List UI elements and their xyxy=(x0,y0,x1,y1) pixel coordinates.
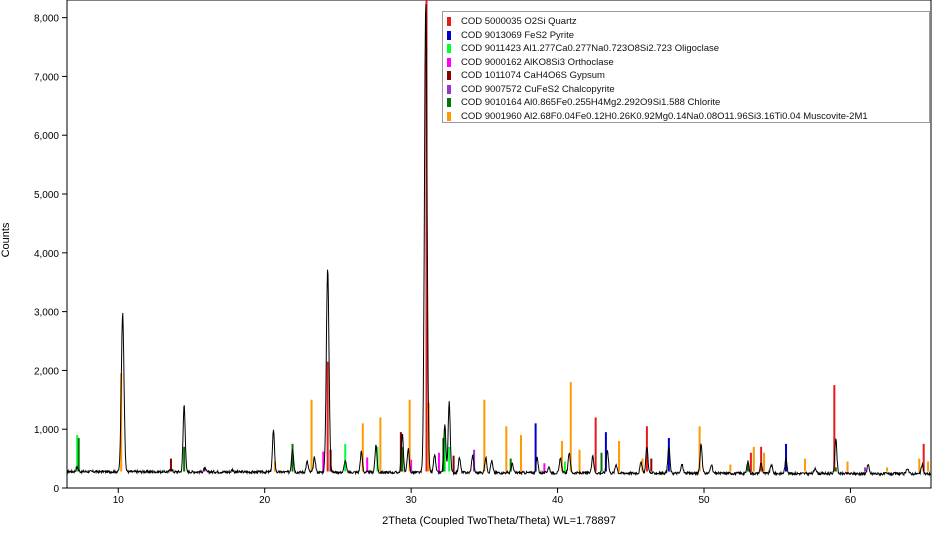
legend-swatch xyxy=(447,111,451,121)
y-tick-label: 7,000 xyxy=(34,72,59,83)
legend-swatch xyxy=(447,30,451,40)
x-tick-label: 30 xyxy=(406,495,418,506)
legend-swatch xyxy=(447,84,451,94)
legend-label: COD 5000035 O2Si Quartz xyxy=(461,16,577,28)
legend-label: COD 1011074 CaH4O6S Gypsum xyxy=(461,70,605,82)
legend-item: COD 9000162 AlKO8Si3 Orthoclase xyxy=(447,56,929,70)
measured-pattern xyxy=(66,4,932,477)
legend: COD 5000035 O2Si Quartz COD 9013069 FeS2 … xyxy=(442,11,930,123)
x-tick-label: 60 xyxy=(845,495,857,506)
y-tick-label: 1,000 xyxy=(34,425,59,436)
legend-label: COD 9010164 Al0.865Fe0.255H4Mg2.292O9Si1… xyxy=(461,97,721,109)
legend-label: COD 9000162 AlKO8Si3 Orthoclase xyxy=(461,56,614,68)
y-axis: 0 1,000 2,000 3,000 4,000 5,000 6,000 7,000 8,00… xyxy=(34,14,67,495)
legend-label: COD 9007572 CuFeS2 Chalcopyrite xyxy=(461,83,615,95)
x-tick-label: 50 xyxy=(698,495,710,506)
x-tick-label: 20 xyxy=(259,495,271,506)
legend-item: COD 9010164 Al0.865Fe0.255H4Mg2.292O9Si1… xyxy=(447,96,929,110)
legend-item: COD 9007572 CuFeS2 Chalcopyrite xyxy=(447,83,929,97)
x-tick-label: 10 xyxy=(113,495,125,506)
y-axis-label: Counts xyxy=(0,222,12,257)
legend-swatch xyxy=(447,57,451,67)
legend-item: COD 9011423 Al1.277Ca0.277Na0.723O8Si2.7… xyxy=(447,42,929,56)
y-tick-label: 2,000 xyxy=(34,366,59,377)
y-tick-label: 6,000 xyxy=(34,131,59,142)
legend-label: COD 9001960 Al2.68F0.04Fe0.12H0.26K0.92M… xyxy=(461,110,868,122)
y-tick-label: 0 xyxy=(53,484,59,495)
legend-item: COD 5000035 O2Si Quartz xyxy=(447,15,929,29)
y-tick-label: 5,000 xyxy=(34,190,59,201)
y-tick-label: 4,000 xyxy=(34,249,59,260)
x-axis-label: 2Theta (Coupled TwoTheta/Theta) WL=1.788… xyxy=(382,515,616,527)
legend-label: COD 9013069 FeS2 Pyrite xyxy=(461,29,575,41)
measured-pattern-line xyxy=(66,4,932,477)
x-tick-label: 40 xyxy=(552,495,564,506)
legend-item: COD 9013069 FeS2 Pyrite xyxy=(447,29,929,43)
legend-label: COD 9011423 Al1.277Ca0.277Na0.723O8Si2.7… xyxy=(461,43,720,55)
y-tick-label: 8,000 xyxy=(34,14,59,25)
x-axis: 10 20 30 40 50 60 xyxy=(113,488,857,506)
legend-item: COD 9001960 Al2.68F0.04Fe0.12H0.26K0.92M… xyxy=(447,110,929,124)
legend-swatch xyxy=(447,44,451,54)
legend-swatch xyxy=(447,98,451,108)
legend-swatch xyxy=(447,71,451,81)
legend-item: COD 1011074 CaH4O6S Gypsum xyxy=(447,69,929,83)
y-tick-label: 3,000 xyxy=(34,308,59,319)
legend-swatch xyxy=(447,17,451,27)
